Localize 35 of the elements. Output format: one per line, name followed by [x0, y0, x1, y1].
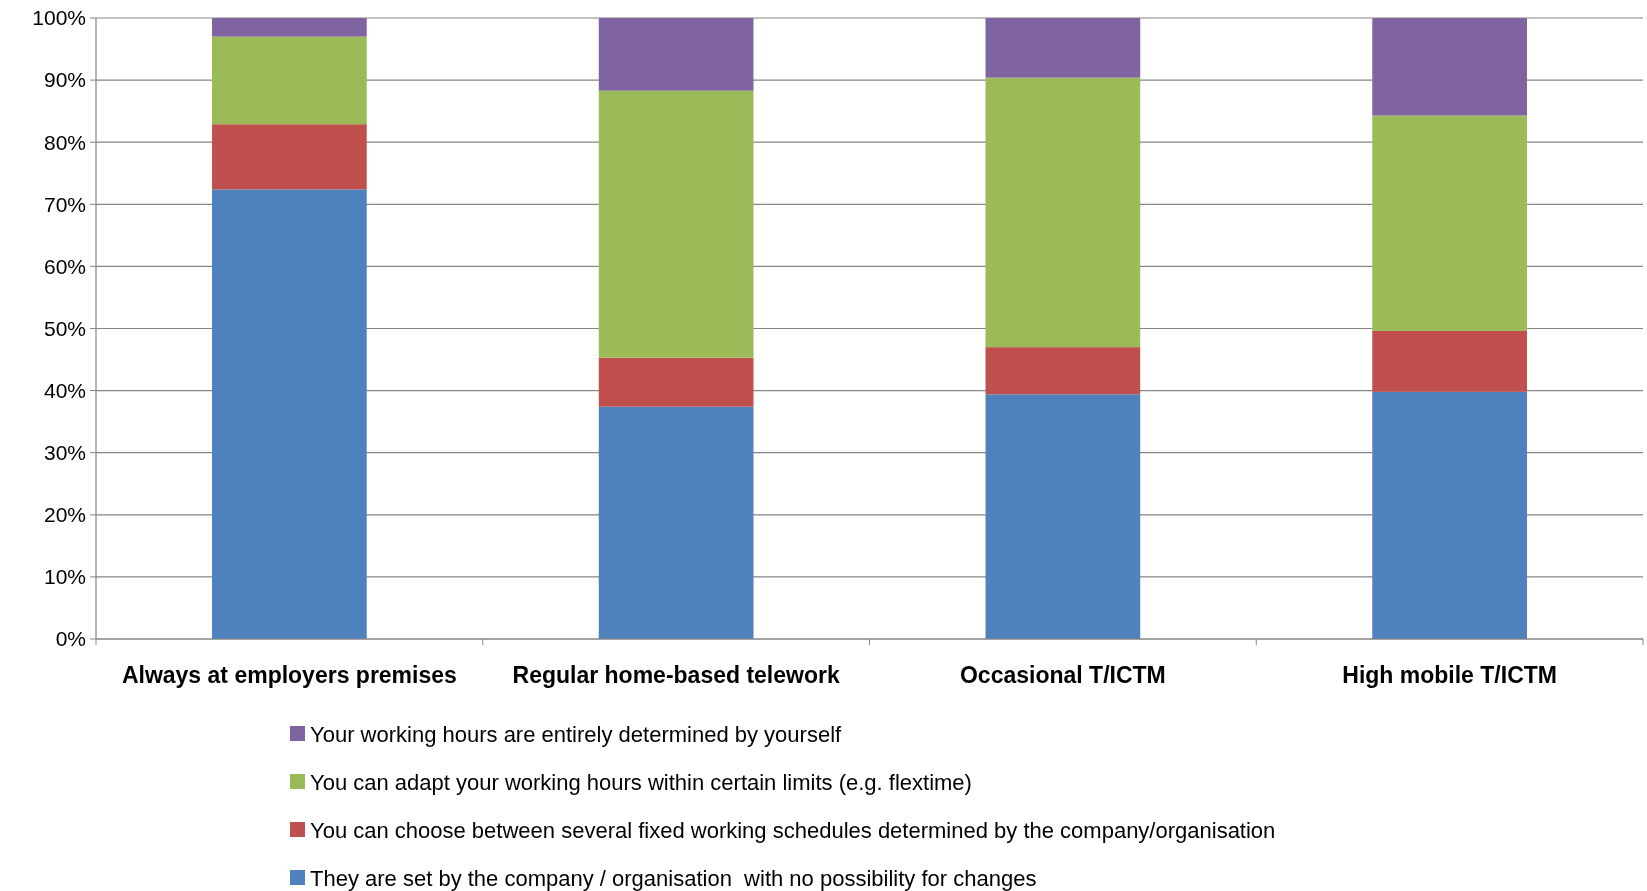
bar — [1372, 391, 1527, 639]
y-tick-label: 50% — [43, 316, 86, 340]
bar — [212, 189, 367, 639]
y-tick-label: 20% — [43, 503, 86, 527]
y-tick-label: 80% — [43, 130, 86, 154]
bar — [212, 124, 367, 190]
bar — [212, 18, 367, 37]
bar — [598, 90, 754, 358]
legend-label: They are set by the company / organisation with no possibility for changes — [310, 865, 1037, 891]
y-tick-label: 60% — [43, 254, 86, 278]
y-tick-label: 70% — [43, 192, 86, 216]
bar — [985, 77, 1141, 348]
legend-label: You can adapt your working hours within certain limits (e.g. flextime) — [310, 769, 972, 795]
bar — [985, 394, 1141, 639]
y-tick-label: 0% — [55, 627, 86, 651]
x-tick-label: Occasional T/ICTM — [959, 662, 1166, 688]
x-tick-label: Regular home-based telework — [512, 662, 840, 688]
bar — [212, 36, 367, 125]
bar — [985, 347, 1141, 395]
y-tick-label: 30% — [43, 441, 86, 465]
x-tick-label: High mobile T/ICTM — [1342, 662, 1557, 688]
legend-label: You can choose between several fixed working schedules determined by the company/organisation — [310, 817, 1276, 843]
x-tick-label: Always at employers premises — [121, 662, 457, 688]
y-tick-label: 40% — [43, 378, 86, 402]
y-tick-label: 10% — [43, 565, 86, 589]
bar — [1372, 115, 1527, 331]
bar — [598, 357, 754, 407]
y-tick-label: 100% — [32, 6, 86, 30]
bar — [598, 18, 754, 91]
y-tick-label: 90% — [43, 68, 86, 92]
bar — [1372, 330, 1527, 392]
bar — [985, 18, 1141, 78]
bar — [1372, 18, 1527, 116]
bar — [598, 406, 754, 639]
legend-label: Your working hours are entirely determined by yourself — [310, 721, 843, 747]
